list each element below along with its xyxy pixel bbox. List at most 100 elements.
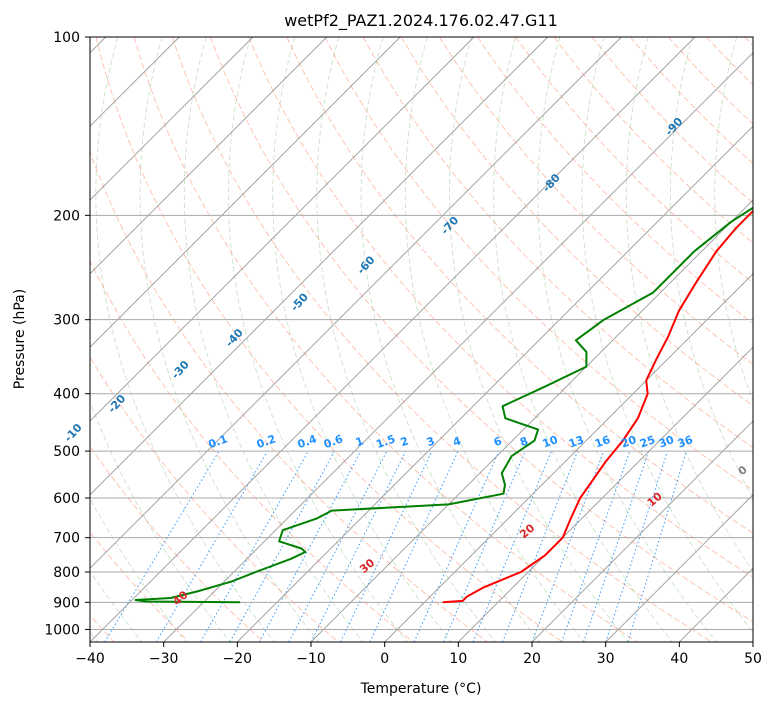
- moist-adiabat: [537, 37, 717, 642]
- dry-adiabat: [362, 37, 753, 449]
- moist-adiabat: [625, 37, 753, 573]
- grid-layer: [90, 37, 775, 642]
- y-tick-label: 400: [53, 387, 80, 403]
- moist-adiabat: [90, 400, 231, 642]
- x-tick-label: 20: [523, 651, 541, 667]
- y-tick-label: 500: [53, 444, 80, 460]
- moist-adiabat: [714, 37, 753, 403]
- temperature-profile: [442, 209, 753, 604]
- isotherm: [90, 37, 254, 201]
- dry-adiabat: [210, 37, 753, 623]
- x-tick-label: 0: [380, 651, 389, 667]
- isotherm: [752, 641, 753, 642]
- moist-adiabat: [139, 37, 320, 642]
- isotherm: [90, 37, 549, 496]
- mixing-ratio-line: [258, 450, 362, 642]
- moist-adiabat: [272, 37, 452, 642]
- mixing-ratio-label: 30: [657, 433, 676, 451]
- mixing-ratio-label: 4: [451, 434, 463, 449]
- x-tick-label: 40: [670, 651, 688, 667]
- dewpoint-profile: [134, 206, 753, 604]
- x-axis-label: Temperature (°C): [360, 681, 482, 697]
- mixing-ratio-label: 20: [619, 433, 638, 451]
- isotherm: [90, 37, 401, 348]
- mixing-ratio-line: [369, 450, 459, 642]
- isotherm: [236, 125, 753, 642]
- dry-adiabat: [90, 259, 414, 642]
- mixing-ratio-line: [583, 450, 650, 642]
- isotherm: [605, 494, 753, 642]
- moist-adiabat: [404, 37, 585, 642]
- isotherm: [90, 37, 475, 422]
- mixing-ratio-label: 1.5: [374, 432, 397, 451]
- isotherm: [310, 199, 753, 642]
- mixing-ratio-label: 36: [676, 433, 695, 451]
- moist-adiabat: [581, 37, 753, 633]
- dry-adiabat: [400, 37, 753, 407]
- mixing-ratio-label: 10: [541, 433, 560, 451]
- y-tick-label: 100: [53, 30, 80, 46]
- axes: −40 −30 −20 −10 0 10 20 30 40 5010020030040050060…: [44, 30, 762, 667]
- y-tick-label: 800: [53, 565, 80, 581]
- plot-frame: [89, 36, 754, 643]
- x-tick-label: −20: [223, 651, 253, 667]
- moist-adiabat: [759, 37, 775, 642]
- y-tick-label: 200: [53, 208, 80, 224]
- x-tick-label: 50: [744, 651, 762, 667]
- moist-adiabat: [360, 37, 541, 642]
- isotherm: [90, 37, 328, 275]
- mixing-ratio-label: 25: [638, 433, 657, 450]
- mixing-ratio-line: [605, 450, 669, 642]
- mixing-ratio-label: 13: [567, 433, 586, 450]
- y-tick-label: 300: [53, 313, 80, 329]
- isotherm: [531, 420, 753, 642]
- moist-adiabat: [670, 37, 753, 500]
- dry-adiabat: [95, 37, 563, 642]
- dry-adiabat: [248, 37, 753, 578]
- dry-adiabat: [90, 531, 190, 642]
- mixing-ratio-line: [340, 450, 433, 642]
- mixing-ratio-line: [443, 450, 526, 642]
- y-tick-label: 700: [53, 531, 80, 547]
- dry-adiabat: [629, 37, 753, 165]
- mixing-ratio-label: 3: [425, 434, 437, 449]
- dry-adiabat: [171, 37, 712, 642]
- dry-adiabat: [591, 37, 753, 204]
- mixing-ratio-label: 0.6: [322, 432, 345, 451]
- x-tick-label: −40: [75, 651, 105, 667]
- mixing-ratio-label: 0.1: [207, 432, 230, 451]
- mixing-ratio-label: 6: [492, 434, 504, 449]
- dry-adiabat: [477, 37, 753, 325]
- y-tick-label: 900: [53, 595, 80, 611]
- y-axis-label: Pressure (hPa): [12, 289, 28, 389]
- series-layer: [134, 206, 753, 604]
- x-tick-label: 30: [597, 651, 615, 667]
- dry-adiabat-label: -10: [62, 421, 85, 445]
- dry-adiabat: [439, 37, 753, 365]
- x-tick-label: −10: [296, 651, 326, 667]
- mixing-ratio-label: 16: [593, 433, 612, 451]
- mixing-ratio-line: [413, 450, 500, 642]
- moist-adiabat: [493, 37, 673, 642]
- isotherm: [90, 37, 696, 642]
- mixing-ratio-label: 8: [518, 434, 530, 449]
- moist-adiabat: [316, 37, 496, 642]
- dry-adiabat: [515, 37, 753, 284]
- mixing-ratio-line: [561, 450, 631, 642]
- x-tick-label: 10: [449, 651, 467, 667]
- mixing-ratio-label: 2: [399, 434, 411, 449]
- isotherm: [163, 52, 753, 642]
- x-tick-label: −30: [149, 651, 179, 667]
- y-tick-label: 1000: [44, 622, 80, 638]
- mixing-ratio-label: 0.2: [255, 432, 278, 451]
- mixing-ratio-line: [200, 450, 309, 642]
- dry-adiabat: [324, 37, 753, 491]
- dry-adiabat: [133, 37, 638, 642]
- y-tick-label: 600: [53, 491, 80, 507]
- mixing-ratio-label: 0.4: [296, 432, 319, 451]
- mixing-ratio-line: [104, 450, 220, 642]
- chart-title: wetPf2_PAZ1.2024.176.02.47.G11: [284, 11, 558, 31]
- mixing-ratio-label: 1: [354, 434, 366, 449]
- plot-background: [90, 37, 753, 642]
